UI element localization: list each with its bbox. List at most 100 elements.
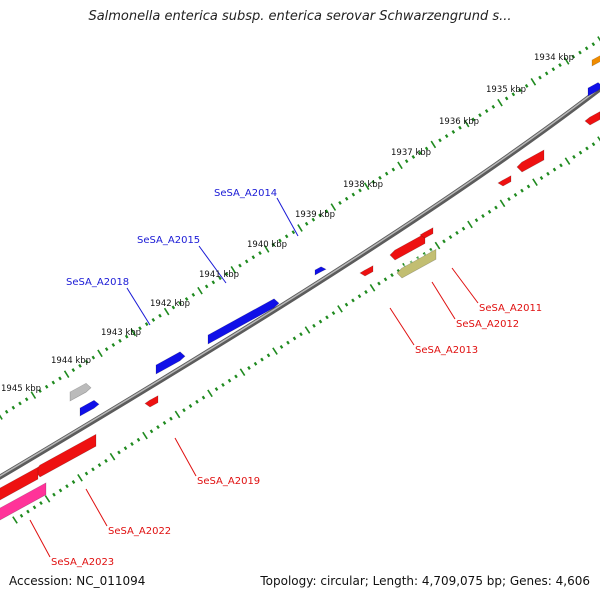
gene-small-reverse[interactable] (359, 262, 375, 277)
track-tick (182, 408, 186, 413)
track-tick (422, 252, 427, 256)
gene-red-left[interactable] (0, 464, 40, 501)
gene-sesa-a2015-block[interactable] (155, 348, 186, 375)
gene-sesa-a2023-block[interactable] (0, 479, 48, 521)
gene-label-reverse[interactable]: SeSA_A2012 (456, 319, 519, 330)
track-tick (344, 196, 349, 201)
track-tick (44, 495, 51, 503)
track-tick (91, 355, 96, 360)
track-tick (455, 230, 459, 235)
gene-sesa-a2011-block[interactable] (419, 224, 435, 239)
track-tick (524, 84, 529, 88)
gene-sesa-a2014-block[interactable] (207, 295, 280, 345)
track-tick (71, 480, 76, 484)
label-leaders (29, 197, 479, 558)
track-tick (156, 425, 160, 430)
gene-edge-reverse[interactable] (584, 109, 600, 126)
track-tick (118, 338, 122, 343)
track-tick (546, 171, 550, 176)
track-tick (507, 197, 511, 202)
track-tick (52, 492, 56, 497)
track-tick (234, 374, 238, 379)
gene-sesa-a2018-block[interactable] (79, 397, 100, 417)
gene-reverse-b[interactable] (516, 146, 546, 173)
track-tick (304, 326, 311, 334)
track-tick (0, 414, 3, 420)
track-tick (390, 273, 394, 278)
track-tick (411, 155, 416, 159)
track-tick (463, 119, 470, 128)
gene-grey-block[interactable] (69, 380, 92, 402)
track-tick (218, 276, 222, 281)
track-tick (162, 420, 167, 425)
track-tick (71, 368, 76, 372)
track-tick (18, 401, 22, 406)
kbp-label: 1939 kbp (295, 210, 335, 220)
track-tick (184, 297, 189, 301)
track-tick (585, 146, 589, 151)
gene-sesa-a2012-block[interactable] (396, 246, 438, 279)
track-tick (451, 129, 456, 134)
track-tick (444, 134, 449, 139)
gene-reverse-a[interactable] (497, 172, 513, 187)
gene-label-forward[interactable]: SeSA_A2018 (66, 277, 129, 288)
track-tick (325, 315, 329, 320)
gene-features (0, 53, 600, 521)
track-tick (136, 437, 141, 442)
gene-label-reverse[interactable]: SeSA_A2022 (108, 526, 171, 537)
track-tick (19, 513, 24, 518)
track-tick (58, 376, 62, 381)
track-tick (369, 283, 376, 292)
track-tick (251, 255, 256, 260)
track-tick (597, 136, 600, 142)
track-tick (263, 245, 270, 253)
gene-small-forward[interactable] (314, 263, 327, 276)
track-tick (434, 241, 441, 250)
track-tick (211, 280, 216, 285)
track-tick (364, 290, 368, 294)
gene-label-reverse[interactable]: SeSA_A2013 (415, 345, 478, 356)
track-tick (563, 57, 570, 65)
track-tick (311, 217, 316, 222)
track-tick (188, 404, 193, 408)
track-tick (494, 205, 498, 210)
track-tick (111, 343, 116, 347)
track-tick (230, 265, 237, 274)
track-tick (158, 313, 162, 318)
gene-sesa-a2019-block[interactable] (144, 392, 160, 408)
track-tick (481, 214, 485, 218)
gene-label-reverse[interactable]: SeSA_A2011 (479, 303, 542, 314)
gene-edge-forward[interactable] (587, 79, 600, 97)
track-tick (358, 188, 362, 193)
kbp-labels: 1934 kbp 1935 kbp 1936 kbp 1937 kbp 1938 kbp… (1, 53, 574, 394)
gene-label-reverse[interactable]: SeSA_A2019 (197, 476, 260, 487)
track-tick (471, 117, 476, 122)
kbp-label: 1943 kbp (101, 328, 141, 338)
track-tick (344, 302, 349, 307)
track-tick (117, 450, 121, 455)
track-tick (442, 239, 446, 244)
kbp-label: 1942 kbp (150, 299, 190, 309)
track-tick (84, 359, 89, 364)
gene-label-forward[interactable]: SeSA_A2014 (214, 188, 277, 199)
track-tick (178, 301, 182, 306)
track-tick (124, 334, 129, 339)
track-tick (467, 220, 473, 229)
track-tick (363, 182, 370, 191)
track-tick (484, 109, 489, 113)
gene-edge-orange[interactable] (591, 53, 600, 67)
track-tick (384, 171, 389, 176)
track-tick (278, 238, 282, 243)
track-tick (171, 305, 176, 310)
track-tick (499, 199, 506, 208)
track-tick (169, 416, 173, 421)
track-tick (397, 161, 403, 170)
inner-tick-track (12, 136, 600, 524)
gene-label-reverse[interactable]: SeSA_A2023 (51, 557, 114, 568)
track-tick (591, 142, 596, 147)
gene-label-forward[interactable]: SeSA_A2015 (137, 235, 200, 246)
track-tick (4, 409, 9, 414)
track-tick (201, 395, 206, 400)
track-tick (271, 242, 276, 247)
kbp-label: 1940 kbp (247, 240, 287, 250)
